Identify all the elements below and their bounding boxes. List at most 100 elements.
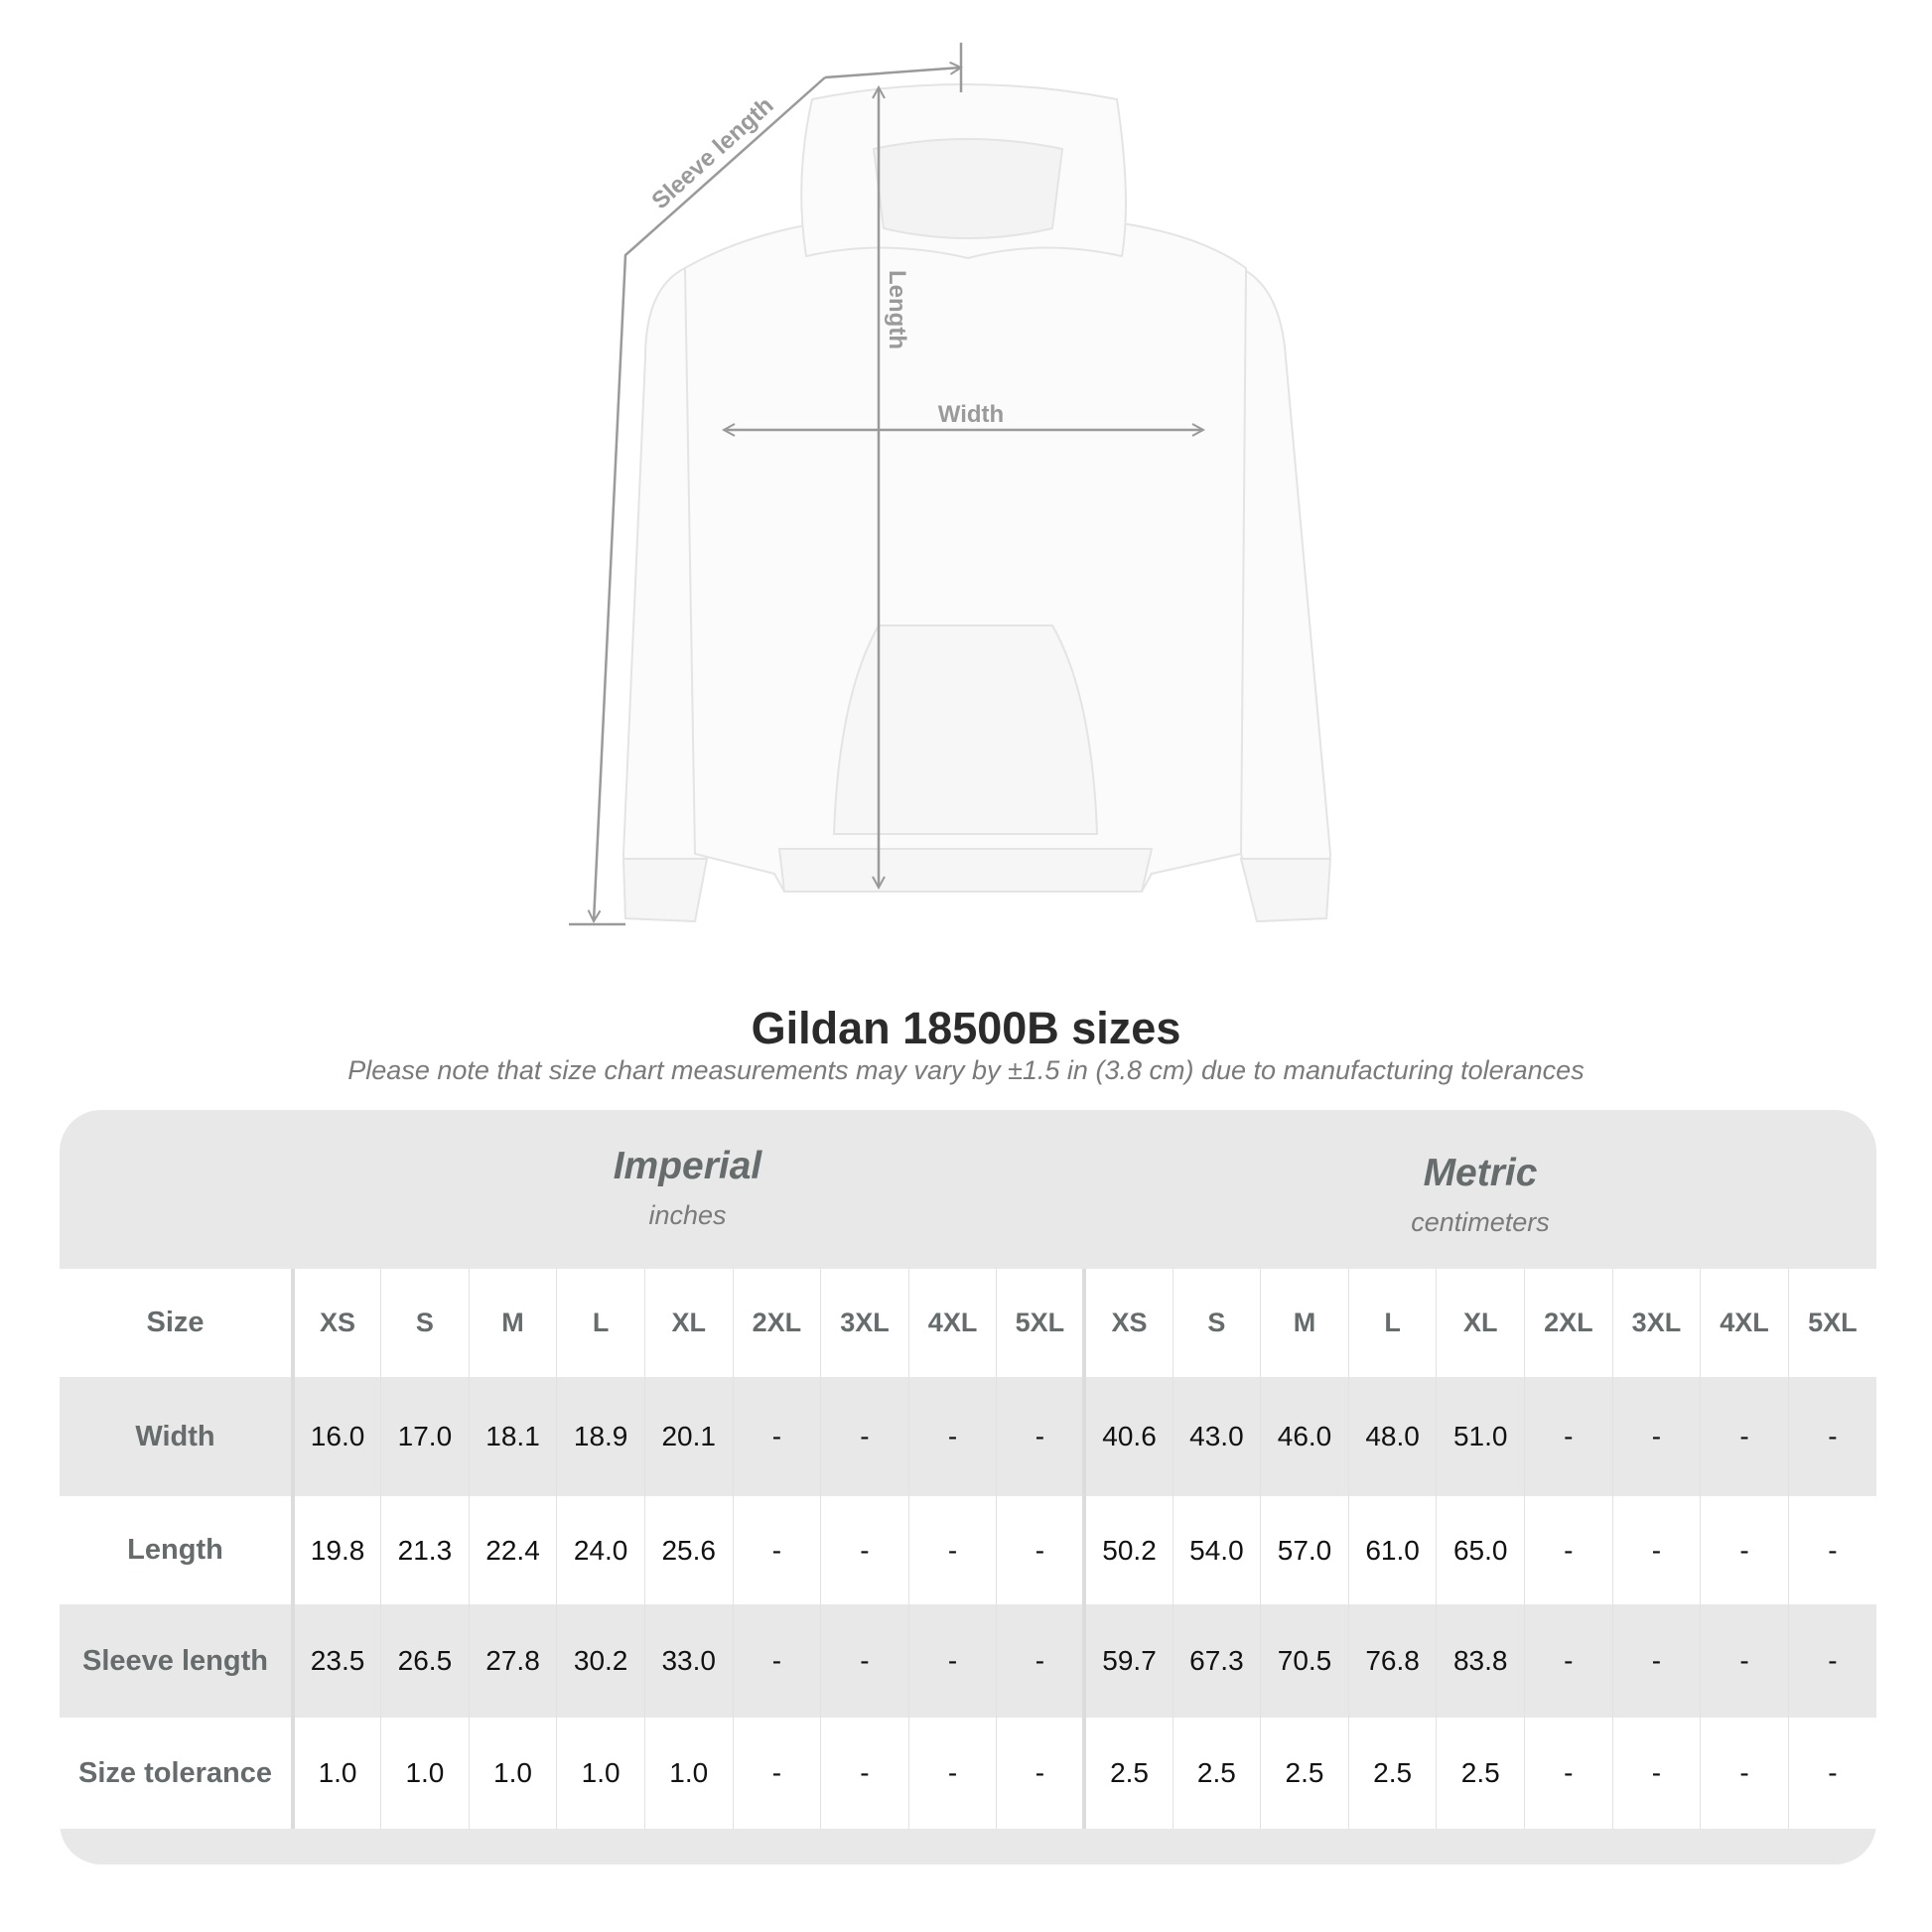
metric-title: Metric: [1423, 1152, 1538, 1194]
metric-cell: -: [1524, 1496, 1613, 1604]
tolerance-note: Please note that size chart measurements…: [347, 1055, 1585, 1085]
metric-cell: -: [1787, 1496, 1876, 1604]
imperial-cell: 18.1: [468, 1377, 557, 1496]
metric-cell: 46.0: [1260, 1377, 1349, 1496]
metric-cell: 83.8: [1436, 1604, 1525, 1718]
imperial-cell: -: [820, 1377, 909, 1496]
imperial-size-L: L: [556, 1269, 645, 1377]
imperial-cell: 24.0: [556, 1496, 645, 1604]
hoodie-image: [621, 83, 1332, 923]
sleeve-measure-line: [594, 76, 826, 921]
imperial-size-S: S: [380, 1269, 470, 1377]
imperial-cell: 1.0: [292, 1718, 381, 1829]
metric-cell: -: [1700, 1496, 1789, 1604]
sleeve-measure-top: [824, 68, 961, 79]
metric-cell: -: [1787, 1604, 1876, 1718]
imperial-cell: -: [907, 1718, 997, 1829]
length-label: Length: [884, 270, 910, 349]
imperial-cell: -: [732, 1718, 821, 1829]
imperial-cell: 27.8: [468, 1604, 557, 1718]
imperial-cell: 1.0: [643, 1718, 734, 1829]
metric-cell: 2.5: [1260, 1718, 1349, 1829]
metric-cell: 54.0: [1172, 1496, 1261, 1604]
metric-size-2XL: 2XL: [1524, 1269, 1613, 1377]
metric-cell: 50.2: [1082, 1496, 1173, 1604]
imperial-cell: 18.9: [556, 1377, 645, 1496]
metric-cell: 2.5: [1172, 1718, 1261, 1829]
metric-size-4XL: 4XL: [1700, 1269, 1789, 1377]
imperial-cell: -: [907, 1496, 997, 1604]
metric-cell: -: [1611, 1496, 1701, 1604]
metric-cell: 65.0: [1436, 1496, 1525, 1604]
imperial-cell: 33.0: [643, 1604, 734, 1718]
imperial-size-M: M: [468, 1269, 557, 1377]
metric-size-3XL: 3XL: [1611, 1269, 1701, 1377]
metric-cell: 76.8: [1347, 1604, 1437, 1718]
size-table: Size XS S M L XL 2XL 3XL 4XL 5XL XS S M L XL 2XL 3XL 4XL 5…: [60, 1269, 1876, 1829]
imperial-cell: -: [996, 1604, 1085, 1718]
metric-cell: -: [1787, 1718, 1876, 1829]
hoodie-measurement-diagram: Sleeve length Length Width: [569, 43, 1332, 926]
metric-cell: 61.0: [1347, 1496, 1437, 1604]
imperial-cell: -: [732, 1496, 821, 1604]
size-column-label: Size: [60, 1269, 295, 1377]
imperial-cell: -: [820, 1718, 909, 1829]
imperial-title: Imperial: [613, 1145, 762, 1187]
imperial-size-XL: XL: [643, 1269, 734, 1377]
imperial-cell: 30.2: [556, 1604, 645, 1718]
imperial-size-4XL: 4XL: [907, 1269, 997, 1377]
imperial-cell: 19.8: [292, 1496, 381, 1604]
imperial-cell: -: [732, 1604, 821, 1718]
metric-size-XS: XS: [1082, 1269, 1173, 1377]
metric-cell: -: [1787, 1377, 1876, 1496]
imperial-cell: 1.0: [556, 1718, 645, 1829]
imperial-cell: -: [732, 1377, 821, 1496]
width-label: Width: [938, 401, 1004, 428]
table-row: Width 16.0 17.0 18.1 18.9 20.1- - - -40.6 43.0 46.…: [60, 1377, 1876, 1496]
imperial-cell: 16.0: [292, 1377, 381, 1496]
imperial-unit: inches: [648, 1200, 727, 1230]
row-label: Size tolerance: [60, 1718, 295, 1829]
imperial-cell: -: [820, 1604, 909, 1718]
metric-cell: 40.6: [1082, 1377, 1173, 1496]
imperial-cell: 21.3: [380, 1496, 470, 1604]
metric-cell: 2.5: [1436, 1718, 1525, 1829]
imperial-size-3XL: 3XL: [820, 1269, 909, 1377]
metric-cell: -: [1524, 1377, 1613, 1496]
sleeve-length-label: Sleeve length: [646, 92, 778, 215]
imperial-cell: -: [907, 1604, 997, 1718]
metric-cell: 70.5: [1260, 1604, 1349, 1718]
imperial-size-2XL: 2XL: [732, 1269, 821, 1377]
imperial-cell: 1.0: [380, 1718, 470, 1829]
imperial-cell: 1.0: [468, 1718, 557, 1829]
imperial-header: Imperial inches: [291, 1145, 1084, 1231]
table-row: Length 19.8 21.3 22.4 24.0 25.6- - - -50.2 54.0 57…: [60, 1496, 1876, 1604]
metric-cell: 59.7: [1082, 1604, 1173, 1718]
metric-cell: -: [1524, 1718, 1613, 1829]
metric-cell: 67.3: [1172, 1604, 1261, 1718]
metric-size-5XL: 5XL: [1787, 1269, 1876, 1377]
imperial-size-XS: XS: [292, 1269, 381, 1377]
page-title: Gildan 18500B sizes: [751, 1003, 1181, 1053]
row-label: Sleeve length: [60, 1604, 295, 1718]
metric-cell: -: [1611, 1604, 1701, 1718]
metric-cell: 51.0: [1436, 1377, 1525, 1496]
metric-cell: -: [1611, 1377, 1701, 1496]
imperial-cell: -: [996, 1377, 1085, 1496]
imperial-cell: 23.5: [292, 1604, 381, 1718]
imperial-cell: -: [996, 1718, 1085, 1829]
metric-unit: centimeters: [1411, 1207, 1550, 1237]
table-row: Sleeve length 23.5 26.5 27.8 30.2 33.0- - - -59.…: [60, 1604, 1876, 1718]
metric-cell: -: [1524, 1604, 1613, 1718]
row-label: Width: [60, 1377, 295, 1496]
metric-cell: -: [1700, 1377, 1789, 1496]
imperial-cell: -: [907, 1377, 997, 1496]
metric-cell: 2.5: [1347, 1718, 1437, 1829]
size-chart-table: Imperial inches Metric centimeters Size X…: [60, 1110, 1876, 1864]
metric-cell: 2.5: [1082, 1718, 1173, 1829]
table-row: Size tolerance 1.0 1.0 1.0 1.0 1.0- - - -2.5 2.5 2…: [60, 1718, 1876, 1829]
row-label: Length: [60, 1496, 295, 1604]
metric-size-L: L: [1347, 1269, 1437, 1377]
imperial-cell: 22.4: [468, 1496, 557, 1604]
metric-cell: 43.0: [1172, 1377, 1261, 1496]
